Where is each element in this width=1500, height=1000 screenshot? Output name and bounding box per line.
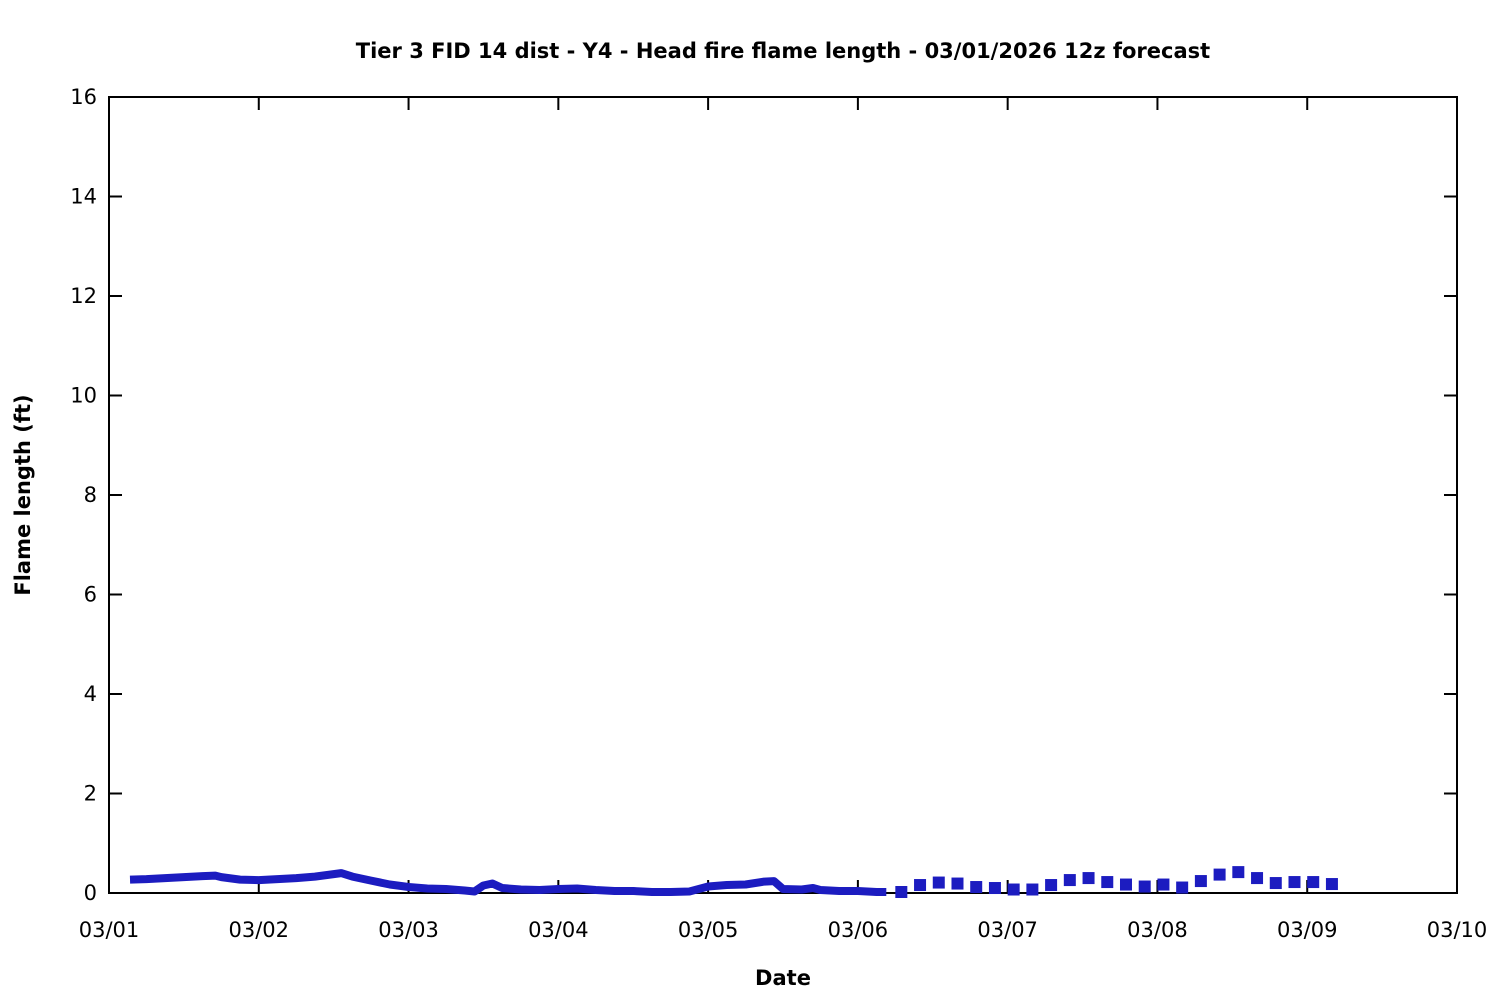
- x-tick-label: 03/09: [1277, 918, 1338, 942]
- y-tick-label: 10: [70, 384, 97, 408]
- x-tick-label: 03/03: [378, 918, 439, 942]
- data-point-marker: [1138, 880, 1151, 893]
- x-tick-label: 03/08: [1127, 918, 1188, 942]
- data-point-marker: [1251, 872, 1264, 885]
- y-tick-label: 8: [84, 483, 97, 507]
- plot-border: [108, 96, 1458, 894]
- data-point-marker: [1063, 874, 1076, 887]
- y-tick-label: 16: [70, 85, 97, 109]
- data-point-marker: [1101, 876, 1114, 889]
- data-point-marker: [1082, 872, 1095, 885]
- y-tick-label: 12: [70, 284, 97, 308]
- data-point-marker: [1007, 883, 1020, 896]
- flame-length-solid-series: [129, 869, 887, 896]
- x-tick-label: 03/05: [678, 918, 739, 942]
- x-tick-label: 03/07: [977, 918, 1038, 942]
- data-point-marker: [914, 879, 927, 892]
- chart-title: Tier 3 FID 14 dist - Y4 - Head fire flam…: [356, 39, 1210, 63]
- x-ticks: 03/01 03/02 03/03 03/04 03/05 03/06 03/07 03/08…: [79, 97, 1488, 942]
- data-point-marker: [1045, 879, 1058, 892]
- data-point-marker: [932, 876, 945, 889]
- data-point-marker: [988, 882, 1001, 895]
- data-point-marker: [1307, 876, 1320, 889]
- y-axis-label: Flame length (ft): [11, 394, 35, 595]
- data-point-marker: [895, 886, 908, 899]
- plot-axes: [108, 96, 1458, 894]
- y-tick-label: 6: [84, 583, 97, 607]
- x-tick-label: 03/02: [229, 918, 290, 942]
- data-point-marker: [1232, 866, 1245, 879]
- data-point-marker: [970, 881, 983, 894]
- data-point-marker: [1157, 878, 1170, 891]
- x-tick-label: 03/10: [1427, 918, 1488, 942]
- x-axis-label: Date: [755, 966, 811, 990]
- data-point-marker: [1288, 876, 1301, 889]
- y-tick-label: 14: [70, 185, 97, 209]
- y-ticks: 0 2 4 6 8 10 12 14 16: [70, 85, 1457, 905]
- x-tick-label: 03/04: [528, 918, 589, 942]
- data-point-marker: [1269, 877, 1282, 890]
- data-point-marker: [1026, 883, 1039, 896]
- data-point-marker: [1176, 881, 1189, 894]
- data-point-marker: [1119, 878, 1132, 891]
- data-point-marker: [1213, 868, 1226, 881]
- y-tick-label: 2: [84, 782, 97, 806]
- x-tick-label: 03/06: [828, 918, 889, 942]
- data-point-marker: [1194, 875, 1207, 888]
- x-tick-label: 03/01: [79, 918, 140, 942]
- y-tick-label: 4: [84, 682, 97, 706]
- data-point-marker: [1325, 878, 1338, 891]
- solid-line: [129, 869, 887, 896]
- y-tick-label: 0: [84, 881, 97, 905]
- data-point-marker: [951, 877, 964, 890]
- flame-length-dotted-series: [895, 866, 1338, 899]
